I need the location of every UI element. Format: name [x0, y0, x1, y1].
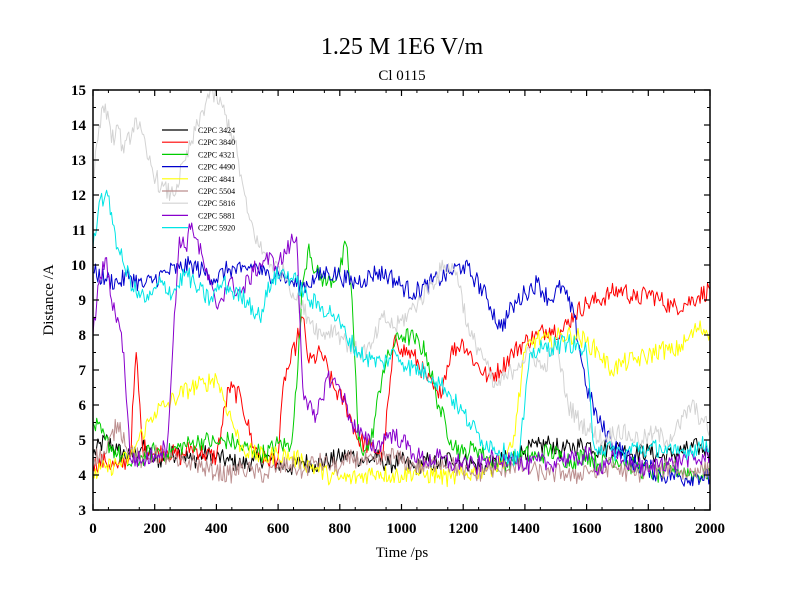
series-line-c2pc-4841 [92, 320, 711, 488]
x-tick-label: 1400 [510, 521, 540, 537]
x-tick-label: 800 [329, 521, 352, 537]
legend-label: C2PC 5504 [198, 187, 235, 196]
plot-frame [92, 89, 711, 511]
legend-label: C2PC 4321 [198, 150, 235, 159]
series-line-c2pc-5920 [92, 189, 711, 467]
x-tick-label: 1000 [387, 521, 417, 537]
x-tick-label: 600 [267, 521, 290, 537]
legend-label: C2PC 5816 [198, 199, 235, 208]
series-line-c2pc-5504 [92, 418, 711, 485]
y-tick-label: 15 [71, 83, 86, 99]
y-tick-label: 7 [79, 363, 87, 379]
series-line-c2pc-4321 [92, 240, 711, 483]
y-tick-label: 10 [71, 258, 86, 274]
legend-label: C2PC 5881 [198, 211, 235, 220]
x-tick-label: 400 [205, 521, 228, 537]
x-tick-label: 1600 [572, 521, 602, 537]
y-tick-label: 8 [79, 328, 87, 344]
x-tick-label: 2000 [695, 521, 725, 537]
y-tick-label: 6 [79, 398, 87, 414]
x-tick-label: 1800 [633, 521, 663, 537]
y-tick-label: 9 [79, 293, 87, 309]
series-line-c2pc-3840 [92, 282, 711, 474]
legend-label: C2PC 3424 [198, 126, 235, 135]
y-tick-label: 14 [71, 118, 87, 134]
chart-title: 1.25 M 1E6 V/m [321, 34, 484, 60]
y-tick-label: 3 [79, 503, 87, 519]
x-tick-label: 1200 [448, 521, 478, 537]
y-tick-label: 12 [71, 188, 86, 204]
legend-label: C2PC 4490 [198, 163, 235, 172]
y-tick-label: 13 [71, 153, 86, 169]
series-line-c2pc-4490 [92, 256, 711, 487]
legend-label: C2PC 5920 [198, 224, 235, 233]
chart-subtitle: Cl 0115 [378, 68, 425, 84]
x-tick-label: 200 [143, 521, 166, 537]
legend-label: C2PC 3840 [198, 138, 235, 147]
y-axis-label: Distance /A [41, 264, 57, 335]
y-tick-label: 11 [72, 223, 86, 239]
legend-label: C2PC 4841 [198, 175, 235, 184]
series-line-c2pc-5881 [92, 222, 711, 477]
series-layer [92, 89, 711, 488]
x-axis-label: Time /ps [376, 545, 429, 561]
series-line-c2pc-5816 [92, 89, 711, 447]
y-tick-label: 4 [79, 468, 87, 484]
y-tick-label: 5 [79, 433, 87, 449]
x-tick-label: 0 [89, 521, 97, 537]
ticks-layer: 0 200 400 600 800 1000 1200 1400 1600 1800 2000 3 4 5… [71, 83, 725, 537]
legend: C2PC 3424 C2PC 3840 C2PC 4321 C2PC 4490 C2PC… [162, 126, 235, 233]
